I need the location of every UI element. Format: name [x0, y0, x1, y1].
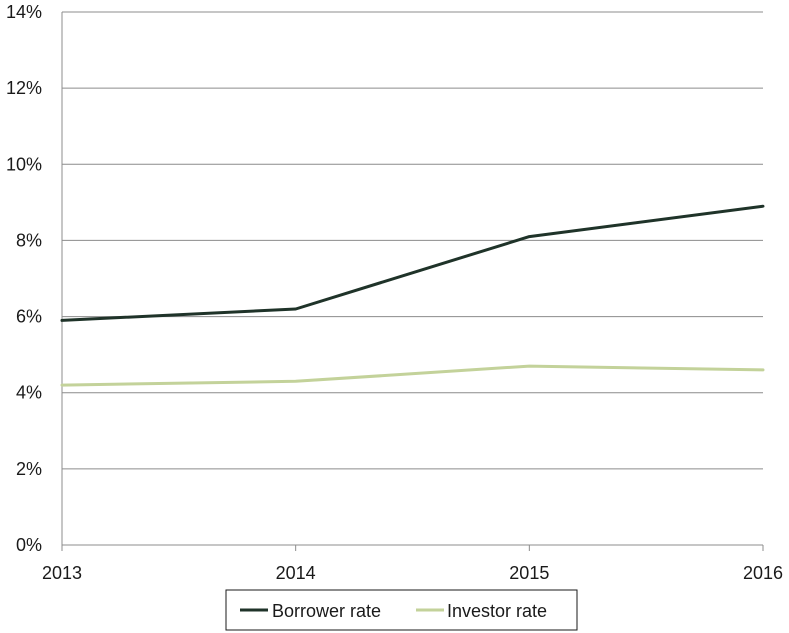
y-axis-tick-labels: 0% 2% 4% 6% 8% 10% 12% 14% — [6, 2, 42, 555]
legend-label-investor: Investor rate — [447, 601, 547, 621]
legend-label-borrower: Borrower rate — [272, 601, 381, 621]
y-tick-label: 10% — [6, 154, 42, 174]
series-line-investor-rate — [60, 364, 765, 387]
y-tick-label: 12% — [6, 78, 42, 98]
x-axis-tick-labels: 2013 2014 2015 2016 — [42, 563, 783, 583]
y-tick-label: 4% — [16, 383, 42, 403]
legend-box — [225, 589, 578, 631]
y-tick-label: 14% — [6, 2, 42, 22]
x-tick-label: 2016 — [743, 563, 783, 583]
x-tick-label: 2015 — [509, 563, 549, 583]
series-line-borrower-rate — [60, 204, 765, 322]
y-tick-label: 8% — [16, 230, 42, 250]
y-tick-label: 0% — [16, 535, 42, 555]
axes — [61, 12, 764, 551]
legend: Borrower rate Investor rate — [225, 589, 578, 631]
y-tick-label: 6% — [16, 307, 42, 327]
x-tick-label: 2014 — [276, 563, 316, 583]
y-tick-label: 2% — [16, 459, 42, 479]
x-tick-label: 2013 — [42, 563, 82, 583]
series-lines — [60, 204, 765, 387]
gridlines — [62, 11, 763, 546]
